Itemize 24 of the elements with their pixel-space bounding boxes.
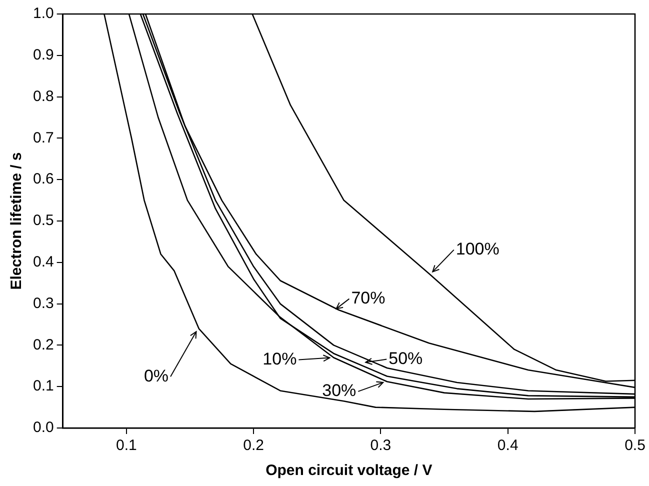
x-tick-label: 0.2 [243, 437, 264, 454]
annotation: 30% [322, 381, 356, 400]
annotation: 0% [144, 366, 169, 386]
y-tick-label: 0.3 [32, 294, 54, 312]
annotation: 50% [388, 348, 423, 368]
y-tick-label: 0.4 [32, 254, 54, 271]
x-tick-label: 0.4 [497, 437, 518, 454]
x-tick-label: 0.3 [370, 437, 392, 454]
y-tick-label: 0.8 [32, 88, 54, 105]
annotation: 70% [351, 288, 386, 308]
x-tick-label: 0.5 [624, 437, 646, 454]
y-tick-label: 0.1 [32, 378, 54, 395]
y-tick-label: 0.0 [32, 419, 54, 436]
annotation: 10% [262, 349, 297, 368]
y-tick-label: 1.0 [32, 5, 54, 22]
y-tick-label: 0.5 [32, 212, 54, 230]
annotation: 100% [456, 240, 500, 259]
y-tick-label: 0.9 [32, 46, 54, 64]
x-tick-label: 0.1 [116, 437, 137, 454]
y-tick-label: 0.6 [32, 170, 54, 188]
y-tick-label: 0.7 [32, 129, 54, 146]
y-axis-title: Electron lifetime / s [8, 152, 26, 290]
x-axis-title: Open circuit voltage / V [266, 462, 432, 480]
y-tick-label: 0.2 [32, 336, 54, 354]
